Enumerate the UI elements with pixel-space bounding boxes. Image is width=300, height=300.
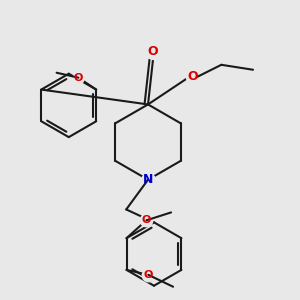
Text: O: O <box>187 70 198 83</box>
Text: N: N <box>143 173 153 186</box>
Text: O: O <box>142 215 151 225</box>
Text: O: O <box>144 270 153 280</box>
Text: O: O <box>148 45 158 58</box>
Text: O: O <box>74 73 83 83</box>
